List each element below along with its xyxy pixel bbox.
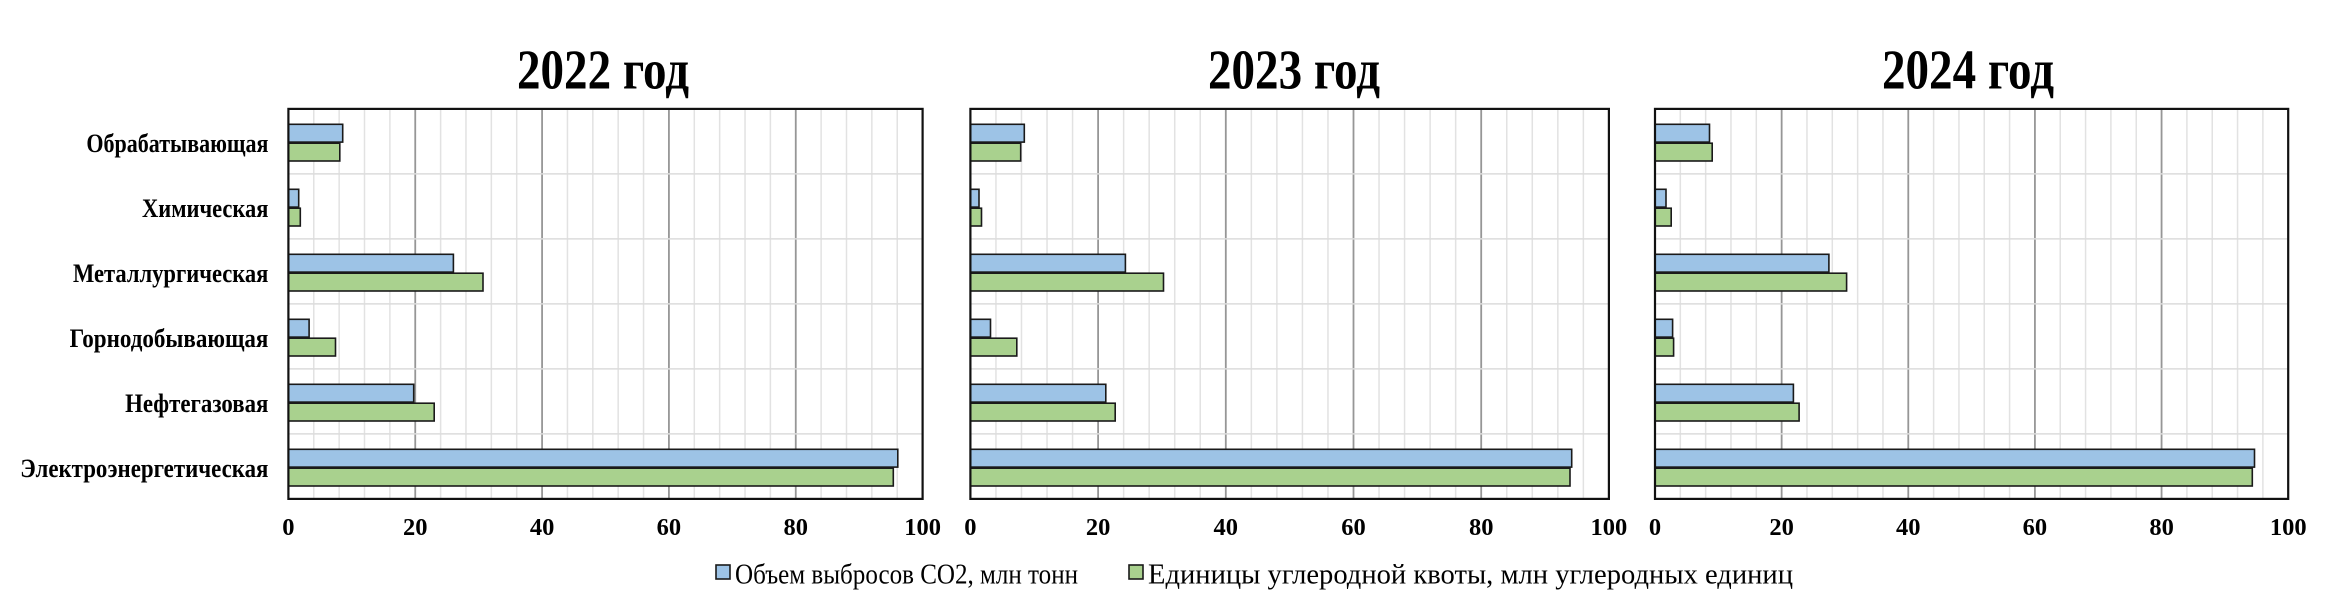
svg-text:2023 год: 2023 год (1208, 39, 1380, 101)
svg-text:100: 100 (1591, 514, 1628, 541)
svg-text:40: 40 (1896, 514, 1921, 541)
svg-text:20: 20 (1086, 514, 1111, 541)
svg-text:Химическая: Химическая (142, 194, 268, 223)
svg-text:20: 20 (1769, 514, 1794, 541)
svg-text:0: 0 (964, 514, 976, 541)
svg-text:Горнодобывающая: Горнодобывающая (70, 324, 269, 353)
svg-text:20: 20 (403, 514, 428, 541)
svg-text:Металлургическая: Металлургическая (73, 259, 268, 288)
svg-text:60: 60 (657, 514, 682, 541)
svg-text:Обрабатывающая: Обрабатывающая (86, 129, 268, 158)
svg-text:100: 100 (904, 514, 941, 541)
svg-text:2024 год: 2024 год (1882, 39, 2054, 101)
svg-text:60: 60 (1341, 514, 1366, 541)
svg-text:Электроэнергетическая: Электроэнергетическая (20, 454, 268, 483)
svg-text:Объем выбросов СО2, млн тонн: Объем выбросов СО2, млн тонн (735, 559, 1078, 591)
svg-text:100: 100 (2270, 514, 2307, 541)
svg-text:80: 80 (784, 514, 809, 541)
svg-text:60: 60 (2023, 514, 2048, 541)
svg-text:Единицы углеродной квоты, млн: Единицы углеродной квоты, млн углеродных… (1148, 559, 1793, 591)
svg-text:40: 40 (1214, 514, 1239, 541)
svg-text:0: 0 (282, 514, 294, 541)
svg-text:80: 80 (1469, 514, 1494, 541)
svg-text:Нефтегазовая: Нефтегазовая (125, 389, 268, 418)
svg-text:2022 год: 2022 год (517, 39, 689, 101)
svg-text:40: 40 (530, 514, 555, 541)
svg-text:0: 0 (1649, 514, 1661, 541)
svg-text:80: 80 (2149, 514, 2174, 541)
